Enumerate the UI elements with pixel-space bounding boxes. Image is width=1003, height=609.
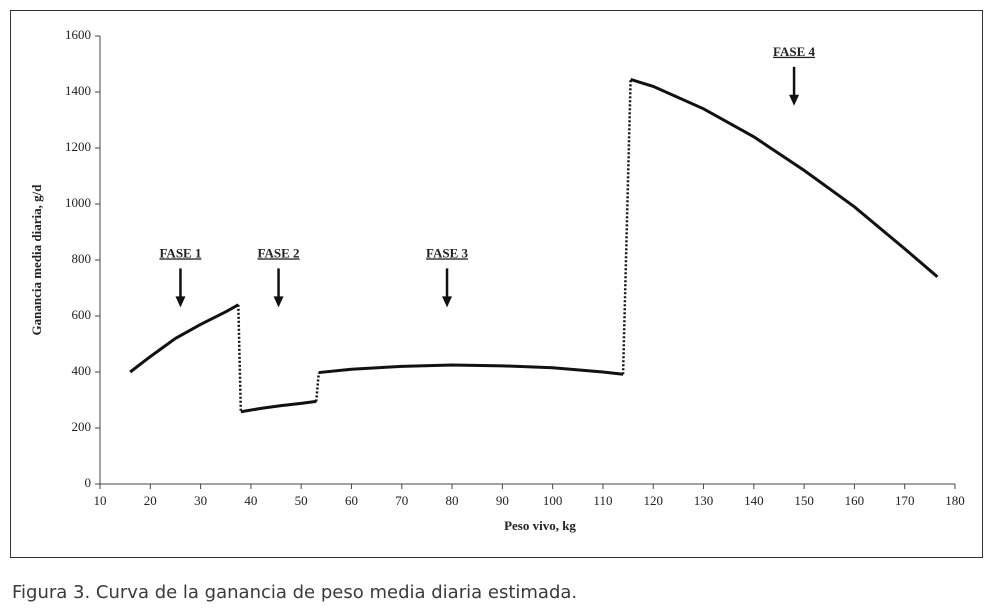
y-axis-title: Ganancia media diaria, g/d bbox=[29, 184, 44, 336]
x-tick-label: 180 bbox=[945, 493, 965, 508]
data-line bbox=[129, 77, 939, 414]
annotation: FASE 1 bbox=[159, 245, 201, 260]
annotation: FASE 3 bbox=[426, 245, 469, 260]
x-tick-label: 130 bbox=[694, 493, 714, 508]
x-tick-label: 140 bbox=[744, 493, 764, 508]
transition-line bbox=[621, 79, 632, 375]
x-tick-label: 60 bbox=[345, 493, 358, 508]
x-tick-label: 20 bbox=[144, 493, 157, 508]
x-tick-label: 170 bbox=[895, 493, 915, 508]
y-tick-label: 1400 bbox=[65, 83, 91, 98]
x-tick-label: 80 bbox=[446, 493, 459, 508]
y-tick-label: 1600 bbox=[65, 27, 91, 42]
y-tick-label: 800 bbox=[72, 251, 92, 266]
annotation-arrowhead bbox=[175, 296, 186, 308]
x-tick-label: 160 bbox=[845, 493, 865, 508]
x-tick-label: 70 bbox=[395, 493, 408, 508]
x-tick-label: 150 bbox=[794, 493, 814, 508]
y-tick-label: 1000 bbox=[65, 195, 91, 210]
y-tick-label: 400 bbox=[72, 363, 92, 378]
y-tick-label: 600 bbox=[72, 307, 92, 322]
x-tick-label: 30 bbox=[194, 493, 207, 508]
y-tick-label: 200 bbox=[72, 419, 92, 434]
annotation: FASE 4 bbox=[773, 44, 816, 59]
caption: Figura 3. Curva de la ganancia de peso m… bbox=[12, 582, 577, 603]
transition-line bbox=[315, 372, 321, 402]
annotation-arrowhead bbox=[789, 94, 800, 106]
annotation-arrowhead bbox=[442, 296, 453, 308]
x-tick-label: 50 bbox=[295, 493, 308, 508]
annotation: FASE 2 bbox=[258, 245, 300, 260]
annotation-arrowhead bbox=[273, 296, 284, 308]
transition-line bbox=[237, 304, 243, 412]
x-tick-label: 120 bbox=[643, 493, 663, 508]
x-axis-title: Peso vivo, kg bbox=[504, 518, 576, 533]
x-tick-label: 100 bbox=[543, 493, 563, 508]
x-tick-label: 90 bbox=[496, 493, 509, 508]
x-tick-label: 110 bbox=[593, 493, 612, 508]
x-tick-label: 10 bbox=[94, 493, 107, 508]
x-tick-label: 40 bbox=[244, 493, 257, 508]
y-tick-label: 0 bbox=[85, 475, 92, 490]
y-tick-label: 1200 bbox=[65, 139, 91, 154]
frame bbox=[10, 10, 983, 558]
